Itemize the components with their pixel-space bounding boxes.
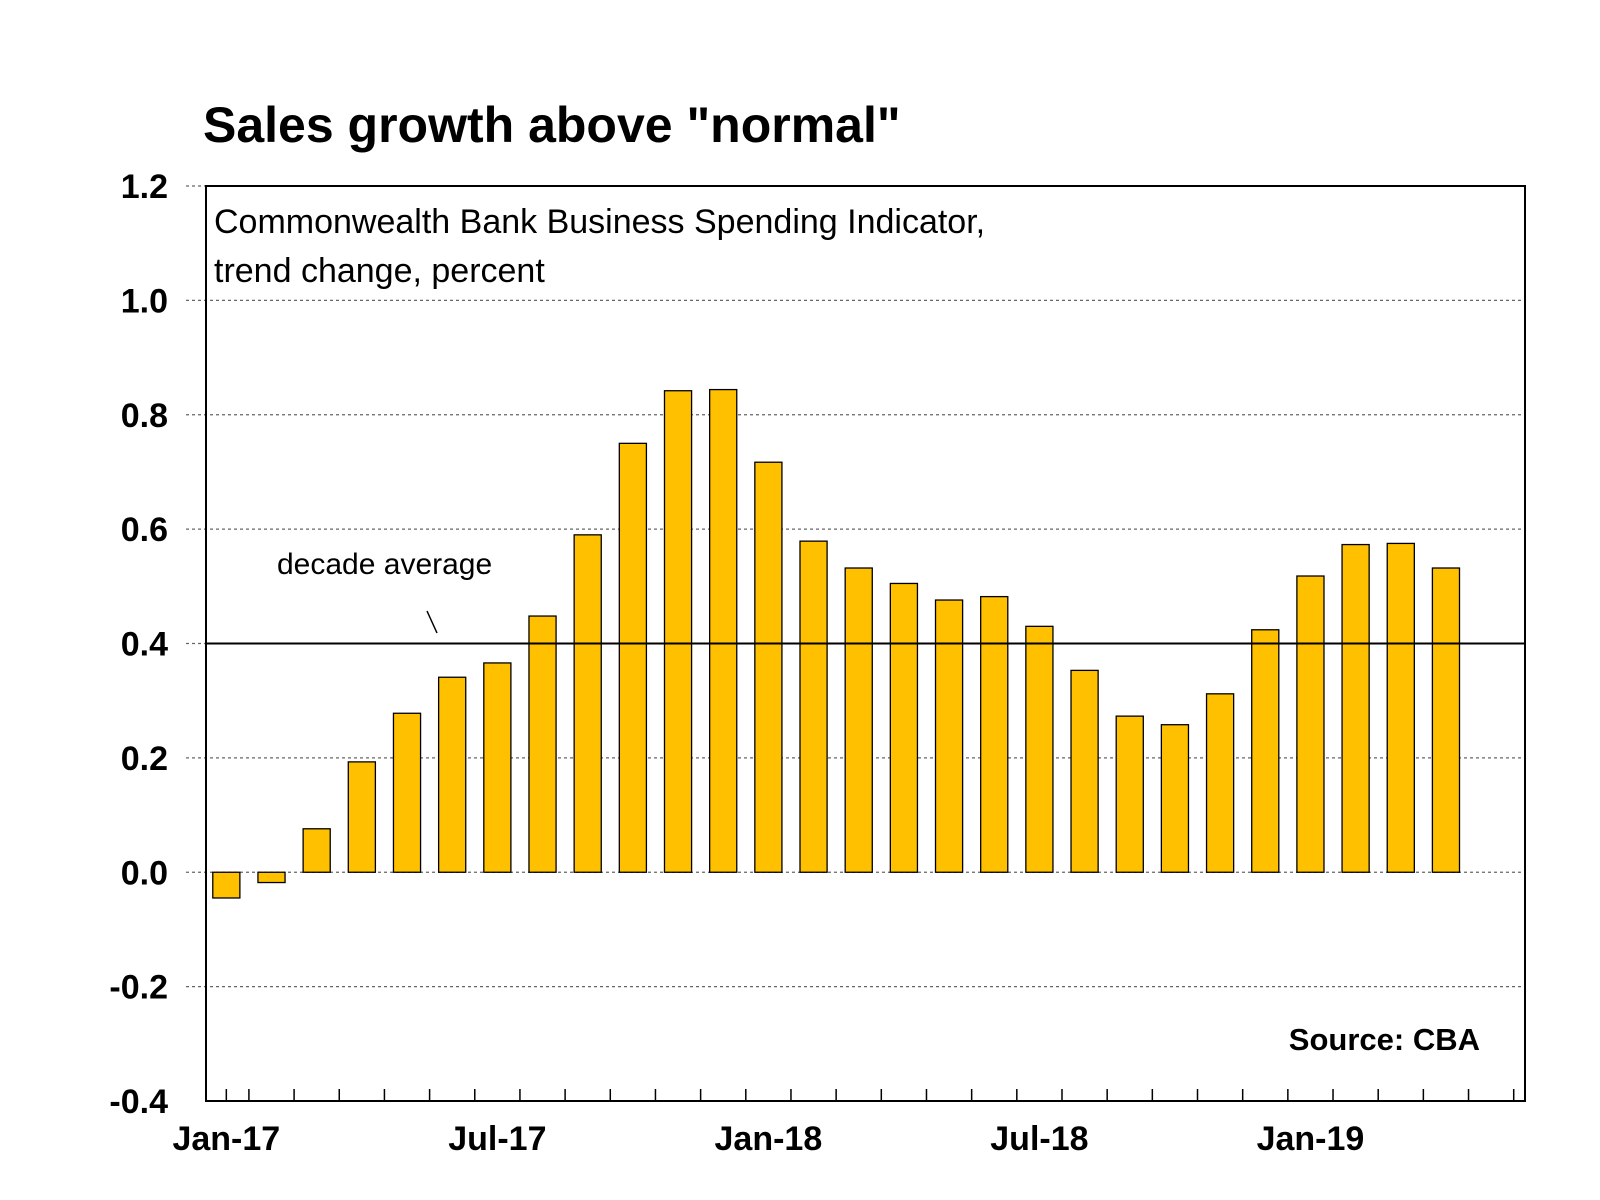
y-tick-label: -0.2	[109, 969, 168, 1007]
x-tick-label: Jul-17	[448, 1120, 546, 1158]
y-tick-label: 0.8	[121, 397, 168, 435]
bar	[528, 615, 557, 873]
bar	[1296, 575, 1325, 873]
plot-border	[205, 185, 1526, 1102]
bar	[799, 540, 828, 873]
bar	[1070, 669, 1099, 873]
y-tick-label: 1.2	[121, 168, 168, 206]
bar	[392, 712, 422, 873]
bar	[934, 599, 964, 873]
chart-subtitle-line: trend change, percent	[214, 252, 545, 290]
x-axis-tick-labels: Jan-17 Jul-17 Jan-18 Jul-18 Jan-19	[172, 1120, 1364, 1158]
y-tick-label: 0.6	[121, 511, 168, 549]
bar	[1341, 543, 1370, 873]
bar	[663, 390, 693, 873]
decade-average-label: decade average	[277, 548, 492, 581]
x-tick-label: Jan-18	[715, 1120, 823, 1158]
bar	[618, 442, 648, 873]
x-tick-label: Jan-19	[1257, 1120, 1365, 1158]
x-tick-label: Jan-17	[172, 1120, 280, 1158]
bar	[573, 534, 602, 873]
chart-title: Sales growth above "normal"	[203, 97, 901, 153]
y-tick-label: 0.4	[121, 626, 168, 664]
y-tick-label: -0.4	[109, 1083, 168, 1121]
bar	[1205, 693, 1235, 873]
reference-line-group: decade average	[206, 548, 1525, 645]
chart-subtitle-line: Commonwealth Bank Business Spending Indi…	[214, 203, 985, 241]
annotation-pointer	[426, 610, 438, 634]
bars	[212, 388, 1461, 899]
bar	[1025, 625, 1054, 873]
bar	[889, 582, 919, 873]
source-label: Source: CBA	[1289, 1022, 1480, 1057]
y-tick-label: 0.2	[121, 740, 168, 778]
bar	[1115, 715, 1144, 873]
bar	[844, 567, 873, 873]
bar	[212, 871, 241, 899]
plot-frame	[205, 185, 1526, 1102]
bar	[1386, 542, 1415, 873]
bar	[709, 388, 738, 873]
bar	[1251, 629, 1280, 873]
bar	[302, 828, 331, 873]
y-tick-label: 0.0	[121, 854, 168, 892]
y-tick-label: 1.0	[121, 282, 168, 320]
bar	[980, 595, 1009, 873]
bar	[437, 676, 467, 873]
bar	[257, 871, 286, 884]
bar	[483, 662, 512, 873]
chart-annotations: Commonwealth Bank Business Spending Indi…	[214, 203, 1480, 1057]
x-tick-label: Jul-18	[990, 1120, 1088, 1158]
y-axis-tick-labels: 1.2 1.0 0.8 0.6 0.4 0.2 0.0 -0.2 -0.4	[109, 168, 168, 1121]
bar	[347, 761, 377, 873]
bar	[1160, 724, 1190, 873]
bar	[1431, 567, 1461, 873]
bar	[754, 461, 783, 873]
